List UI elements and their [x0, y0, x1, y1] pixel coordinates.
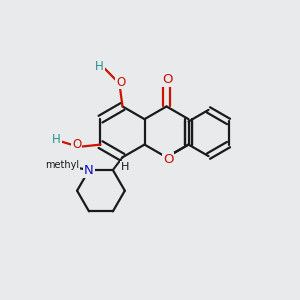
Text: O: O: [162, 73, 172, 86]
Text: O: O: [72, 138, 81, 151]
Text: O: O: [116, 76, 126, 88]
Text: H: H: [95, 60, 104, 73]
Text: N: N: [84, 164, 94, 176]
Text: H: H: [121, 162, 129, 172]
Text: H: H: [52, 133, 61, 146]
Text: methyl: methyl: [46, 160, 80, 170]
Text: O: O: [163, 153, 173, 166]
